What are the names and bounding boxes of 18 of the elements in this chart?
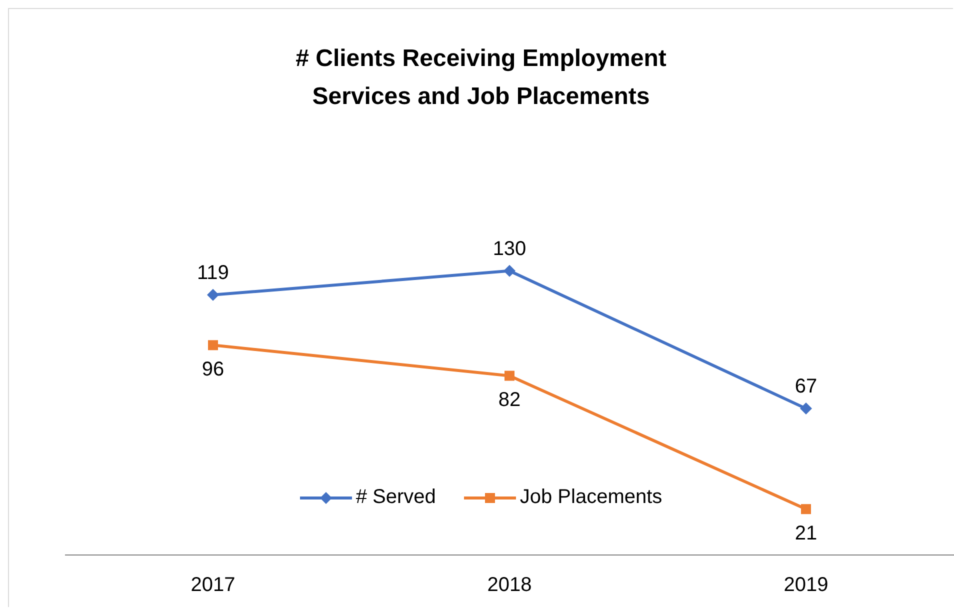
point	[207, 288, 219, 301]
point	[800, 402, 812, 415]
legend-label: # Served	[356, 486, 436, 509]
x-tick-label: 2017	[190, 574, 236, 596]
chart-title: # Clients Receiving Employment Services and Job Placements	[294, 44, 668, 112]
data-label: 119	[197, 262, 229, 284]
x-tick-label: 2018	[487, 574, 532, 596]
data-label: 67	[794, 376, 818, 398]
point	[504, 370, 514, 381]
data-label: 130	[492, 238, 526, 260]
data-label: 21	[794, 522, 818, 544]
x-tick-label: 2019	[784, 574, 828, 596]
point	[504, 264, 516, 277]
legend-label: Job Placements	[520, 486, 662, 509]
point	[208, 340, 218, 350]
point	[801, 504, 811, 514]
data-label: 82	[498, 388, 521, 411]
data-label: 96	[202, 358, 224, 380]
